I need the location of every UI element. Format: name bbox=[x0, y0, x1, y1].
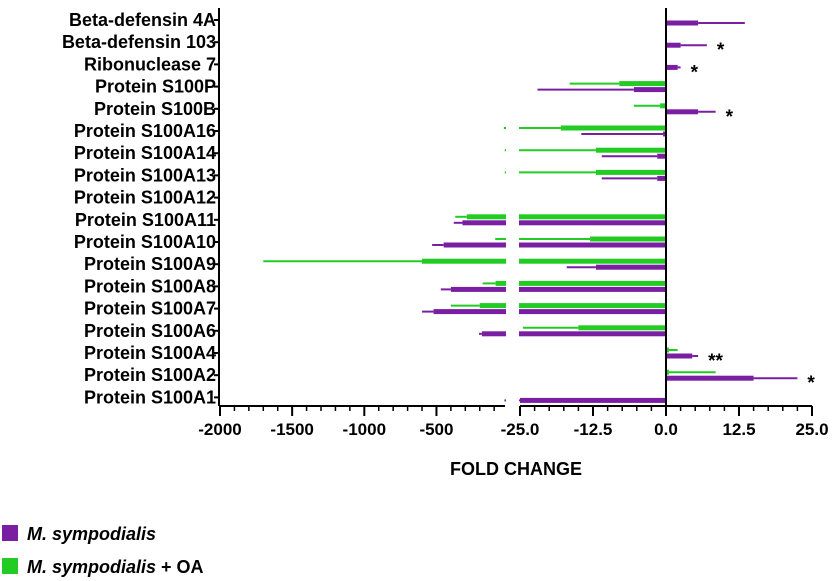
significance-mark-protein-s100b: * bbox=[726, 107, 734, 128]
bar-msymp-oa-protein-s100a16 bbox=[560, 125, 666, 131]
legend-swatch-m-sympodialis bbox=[2, 525, 18, 541]
bar-msymp-oa-protein-s100a6 bbox=[578, 325, 666, 331]
bar-msymp-protein-s100a9 bbox=[595, 264, 666, 270]
x-tick-label: 12.5 bbox=[722, 420, 755, 439]
bar-msymp-oa-protein-s100a7 bbox=[479, 303, 666, 309]
bar-msymp-protein-s100b bbox=[666, 109, 699, 115]
bar-msymp-oa-protein-s100p bbox=[619, 81, 666, 87]
legend-label-1-italic: M. sympodialis bbox=[27, 524, 156, 544]
category-label-protein-s100a10: Protein S100A10 bbox=[74, 232, 216, 252]
significance-mark-protein-s100a2: * bbox=[807, 373, 815, 394]
bar-msymp-oa-protein-s100a4 bbox=[666, 347, 669, 353]
significance-mark-beta-defensin-103: * bbox=[717, 40, 725, 61]
legend: M. sympodialis M. sympodialis + OA bbox=[2, 524, 204, 577]
category-label-protein-s100a4: Protein S100A4 bbox=[84, 343, 216, 363]
axis-break-gap bbox=[506, 0, 519, 436]
bar-msymp-protein-s100a11 bbox=[462, 220, 666, 226]
category-label-protein-s100a13: Protein S100A13 bbox=[74, 165, 216, 185]
category-label-beta-defensin-103: Beta-defensin 103 bbox=[62, 32, 216, 52]
bar-msymp-beta-defensin-4a bbox=[666, 20, 699, 26]
bar-msymp-protein-s100a7 bbox=[433, 309, 666, 315]
x-tick-label: -1000 bbox=[343, 420, 386, 439]
category-label-ribonuclease-7: Ribonuclease 7 bbox=[84, 54, 216, 74]
bars-layer bbox=[263, 0, 798, 436]
bar-msymp-oa-protein-s100b bbox=[660, 103, 666, 109]
significance-mark-ribonuclease-7: * bbox=[691, 62, 699, 83]
legend-label-m-sympodialis: M. sympodialis bbox=[27, 524, 156, 544]
category-label-protein-s100a16: Protein S100A16 bbox=[74, 121, 216, 141]
bar-msymp-oa-protein-s100a9 bbox=[422, 258, 666, 264]
legend-swatch-m-sympodialis-oa bbox=[2, 558, 18, 574]
category-label-protein-s100a1: Protein S100A1 bbox=[84, 387, 216, 407]
category-label-protein-s100a14: Protein S100A14 bbox=[74, 143, 216, 163]
bar-msymp-protein-s100a4 bbox=[666, 353, 693, 359]
x-tick-label: -25.0 bbox=[501, 420, 540, 439]
legend-label-m-sympodialis-oa: M. sympodialis + OA bbox=[27, 557, 204, 577]
bar-msymp-oa-protein-s100a14 bbox=[595, 147, 666, 153]
bar-msymp-protein-s100p bbox=[633, 87, 666, 93]
x-axis-title: FOLD CHANGE bbox=[450, 459, 582, 479]
bar-msymp-protein-s100a13 bbox=[657, 175, 666, 181]
x-tick-label: -1500 bbox=[270, 420, 313, 439]
x-tick-label: 0.0 bbox=[654, 420, 678, 439]
legend-label-2-italic: M. sympodialis bbox=[27, 557, 156, 577]
category-label-protein-s100a11: Protein S100A11 bbox=[75, 210, 216, 230]
x-tick-label: -2000 bbox=[198, 420, 241, 439]
bar-msymp-oa-protein-s100a8 bbox=[495, 280, 666, 286]
category-label-protein-s100b: Protein S100B bbox=[94, 99, 216, 119]
category-label-protein-s100a9: Protein S100A9 bbox=[84, 254, 216, 274]
category-label-protein-s100a6: Protein S100A6 bbox=[84, 321, 216, 341]
bar-msymp-protein-s100a2 bbox=[666, 375, 754, 381]
bar-msymp-oa-protein-s100a2 bbox=[666, 369, 669, 375]
category-label-protein-s100a12: Protein S100A12 bbox=[74, 188, 216, 208]
significance-mark-protein-s100a4: ** bbox=[708, 351, 723, 372]
bar-msymp-protein-s100a6 bbox=[481, 331, 666, 337]
category-label-beta-defensin-4a: Beta-defensin 4A bbox=[69, 10, 216, 30]
category-label-protein-s100p: Protein S100P bbox=[95, 77, 216, 97]
x-tick-label: -12.5 bbox=[574, 420, 613, 439]
bar-msymp-protein-s100a10 bbox=[443, 242, 666, 248]
bar-msymp-oa-protein-s100a10 bbox=[590, 236, 666, 242]
axes-layer bbox=[214, 8, 813, 416]
category-label-protein-s100a7: Protein S100A7 bbox=[84, 299, 216, 319]
bar-msymp-protein-s100a8 bbox=[450, 286, 666, 292]
bar-msymp-oa-protein-s100a13 bbox=[595, 169, 666, 175]
x-tick-label: 25.0 bbox=[795, 420, 828, 439]
legend-label-2-rest: + OA bbox=[156, 557, 204, 577]
bar-msymp-beta-defensin-103 bbox=[666, 42, 681, 48]
bar-msymp-protein-s100a14 bbox=[657, 153, 666, 159]
category-label-protein-s100a8: Protein S100A8 bbox=[84, 276, 216, 296]
x-tick-label: -500 bbox=[419, 420, 453, 439]
bar-msymp-ribonuclease-7 bbox=[666, 64, 678, 70]
category-label-protein-s100a2: Protein S100A2 bbox=[84, 365, 216, 385]
bar-msymp-protein-s100a1 bbox=[520, 397, 666, 403]
bar-msymp-oa-protein-s100a11 bbox=[466, 214, 666, 220]
bar-msymp-protein-s100a16 bbox=[663, 131, 666, 137]
